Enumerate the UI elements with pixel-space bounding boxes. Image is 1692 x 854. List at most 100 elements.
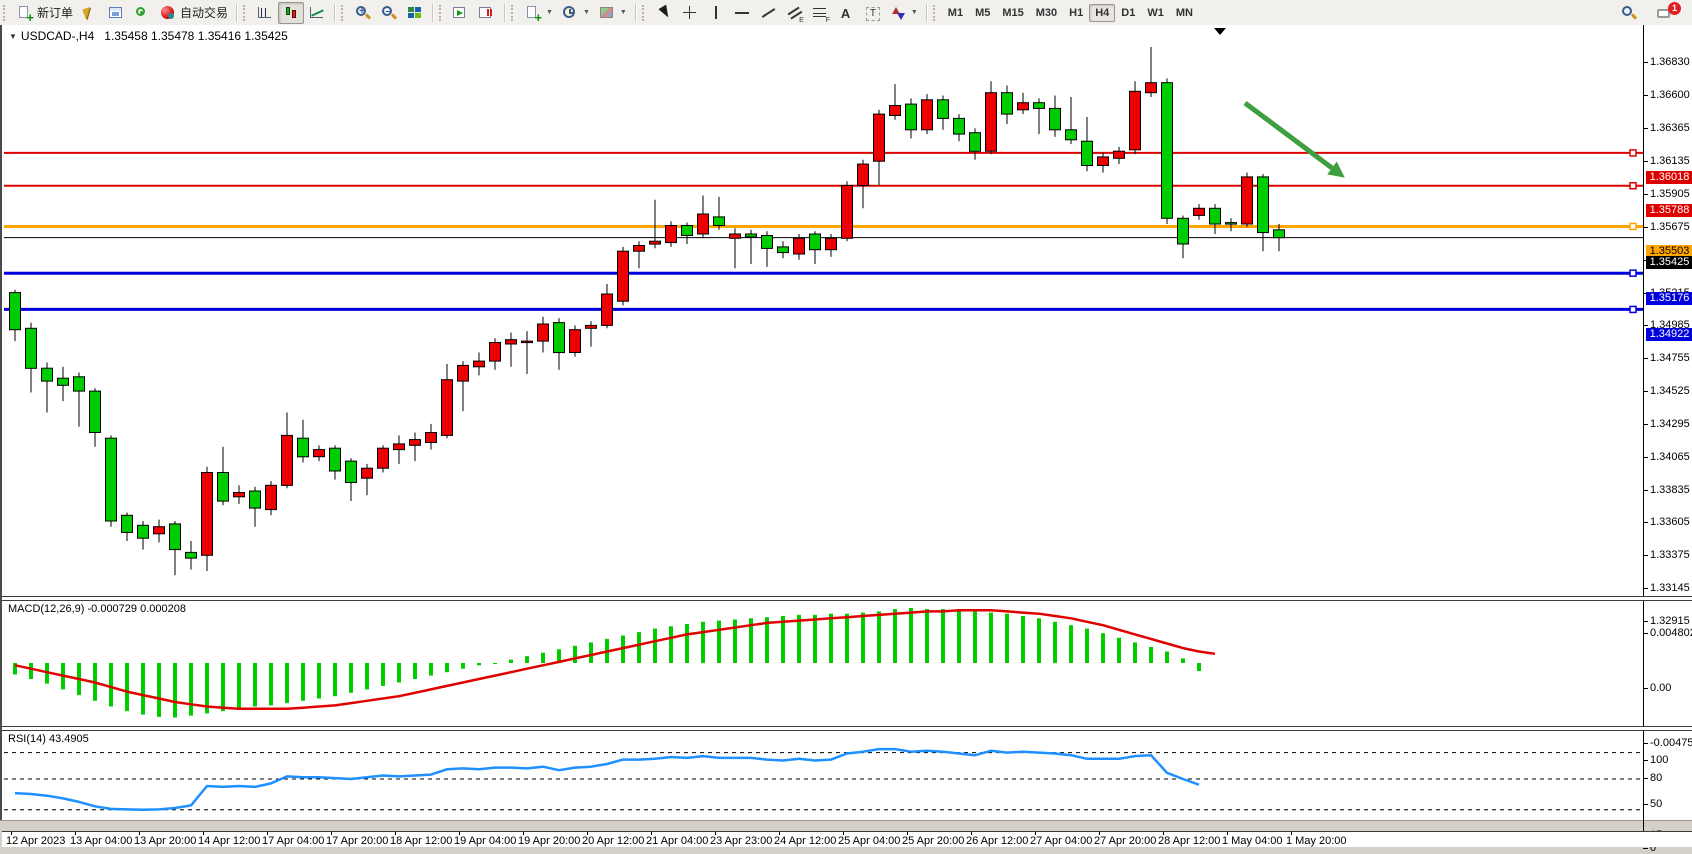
time-axis-label: 12 Apr 2023 xyxy=(6,835,66,847)
arrow-head-icon xyxy=(1327,161,1345,178)
rsi-pane[interactable] xyxy=(2,730,1692,831)
trend-arrow-annotation[interactable] xyxy=(1243,100,1345,178)
text-icon xyxy=(837,5,855,21)
timeframe-h1-button[interactable]: H1 xyxy=(1069,6,1084,19)
new-order-button[interactable]: 新订单 xyxy=(12,1,77,24)
macd-bar xyxy=(125,663,129,712)
support-line-2-handle[interactable] xyxy=(1629,305,1637,314)
candle-body xyxy=(377,447,389,469)
support-line-1-handle[interactable] xyxy=(1629,269,1637,277)
bar-chart-button[interactable] xyxy=(252,2,278,24)
market-watch-button[interactable] xyxy=(103,2,129,24)
dropdown-caret-icon: ▼ xyxy=(910,9,918,16)
gold-arrow-button[interactable] xyxy=(77,2,103,24)
macd-bar xyxy=(1197,663,1201,671)
pivot-line-handle[interactable] xyxy=(1629,222,1637,231)
periods-button[interactable]: ▼ xyxy=(557,2,594,24)
support-line-2-price-badge: 1.34922 xyxy=(1646,328,1692,341)
timeframe-m15-button[interactable]: M15 xyxy=(1002,6,1024,19)
crosshair-tool-button[interactable] xyxy=(677,2,703,24)
candle-body xyxy=(809,233,821,251)
timeframe-m30-button[interactable]: M30 xyxy=(1035,6,1058,19)
price-tick xyxy=(1643,227,1648,228)
trendline-tool-button[interactable] xyxy=(755,2,781,24)
cursor-tool-button[interactable] xyxy=(651,2,677,24)
search-button[interactable] xyxy=(1616,2,1642,24)
toolbar-grip[interactable] xyxy=(641,4,648,21)
price-tick-label: 1.34525 xyxy=(1650,385,1690,397)
zoom-in-button[interactable]: + xyxy=(350,2,376,24)
macd-bar xyxy=(877,611,881,663)
macd-signal-line xyxy=(14,609,1216,711)
price-tick xyxy=(1643,457,1648,458)
timeframe-h4-button[interactable]: H4 xyxy=(1089,3,1116,22)
notification-count-badge: 1 xyxy=(1668,1,1681,15)
timeframe-w1-button[interactable]: W1 xyxy=(1147,6,1164,19)
timeframe-d1-button[interactable]: D1 xyxy=(1121,6,1136,19)
timeframe-m1-button[interactable]: M1 xyxy=(947,6,964,19)
macd-tick xyxy=(1643,633,1648,634)
zoom-out-button[interactable]: – xyxy=(376,2,402,24)
notifications-button[interactable]: 1 xyxy=(1652,1,1681,24)
price-tick-label: 1.33605 xyxy=(1650,516,1690,528)
auto-scroll-button[interactable] xyxy=(448,2,474,24)
time-axis-label: 17 Apr 04:00 xyxy=(262,835,325,847)
toolbar-grip[interactable] xyxy=(341,4,347,21)
one-click-trading-arrow-icon[interactable]: ▼ xyxy=(9,32,17,41)
candle-body xyxy=(873,113,885,162)
time-tick xyxy=(1227,832,1228,835)
resistance-line-1-handle[interactable] xyxy=(1629,149,1637,157)
toolbar-grip[interactable] xyxy=(3,4,9,21)
rsi-tick-label: 80 xyxy=(1650,772,1663,784)
price-chart-pane[interactable] xyxy=(2,25,1692,596)
candlestick-chart-button[interactable] xyxy=(278,1,305,24)
arrows-tool-button[interactable]: ▼ xyxy=(885,2,922,24)
candle-body xyxy=(713,216,725,226)
candle-body xyxy=(1193,207,1205,216)
price-tick-label: 1.36365 xyxy=(1650,122,1690,134)
period-icon xyxy=(561,5,579,21)
chart-window[interactable]: ▼ USDCAD-,H4 1.35458 1.35478 1.35416 1.354… xyxy=(0,25,1692,854)
timeframe-m5-button[interactable]: M5 xyxy=(975,6,991,19)
text-tool-button[interactable] xyxy=(833,2,859,24)
price-tick xyxy=(1643,490,1648,491)
macd-bar xyxy=(525,656,529,663)
macd-bar xyxy=(925,609,929,663)
time-axis-label: 28 Apr 12:00 xyxy=(1158,835,1221,847)
vertical-line-tool-button[interactable] xyxy=(703,2,729,24)
line-chart-button[interactable] xyxy=(304,2,330,24)
resistance-line-2-handle[interactable] xyxy=(1629,182,1637,190)
text-label-tool-button[interactable] xyxy=(859,2,885,24)
macd-bar xyxy=(957,610,961,663)
toolbar-grip[interactable] xyxy=(439,4,445,21)
time-axis[interactable]: 12 Apr 2023 13 Apr 04:00 13 Apr 20:00 14 Ap… xyxy=(2,831,1692,847)
fibonacci-tool-button[interactable] xyxy=(807,2,833,24)
signal-button[interactable] xyxy=(129,2,155,24)
equidistant-channel-tool-button[interactable] xyxy=(781,2,807,24)
new-chart-button[interactable]: ▼ xyxy=(520,2,557,24)
rsi-tick-label: 0 xyxy=(1650,842,1657,854)
candle-body xyxy=(937,99,949,119)
timeframe-mn-button[interactable]: MN xyxy=(1175,6,1193,19)
auto-trading-button[interactable]: 自动交易 xyxy=(155,1,232,24)
pane-separator-macd[interactable] xyxy=(2,596,1692,601)
chart-shift-button[interactable] xyxy=(474,2,500,24)
resistance-line-1-price-badge: 1.36018 xyxy=(1646,171,1692,184)
price-tick-label: 1.36135 xyxy=(1650,155,1690,167)
pane-separator-rsi[interactable] xyxy=(2,726,1692,731)
dropdown-caret-icon: ▼ xyxy=(619,9,627,16)
candle-body xyxy=(217,472,229,502)
tile-windows-button[interactable] xyxy=(402,2,428,24)
templates-button[interactable]: ▼ xyxy=(594,2,631,24)
horizontal-line-tool-button[interactable] xyxy=(729,2,755,24)
macd-bar xyxy=(573,645,577,663)
toolbar-grip[interactable] xyxy=(243,4,249,21)
macd-bar xyxy=(909,608,913,663)
candle-body xyxy=(1129,90,1141,151)
macd-pane[interactable] xyxy=(2,600,1692,726)
horizontal-lines-layer[interactable] xyxy=(4,149,1643,314)
toolbar-grip[interactable] xyxy=(511,4,517,21)
candle-body xyxy=(1033,102,1045,109)
price-tick xyxy=(1643,522,1648,523)
candle-body xyxy=(169,523,181,551)
